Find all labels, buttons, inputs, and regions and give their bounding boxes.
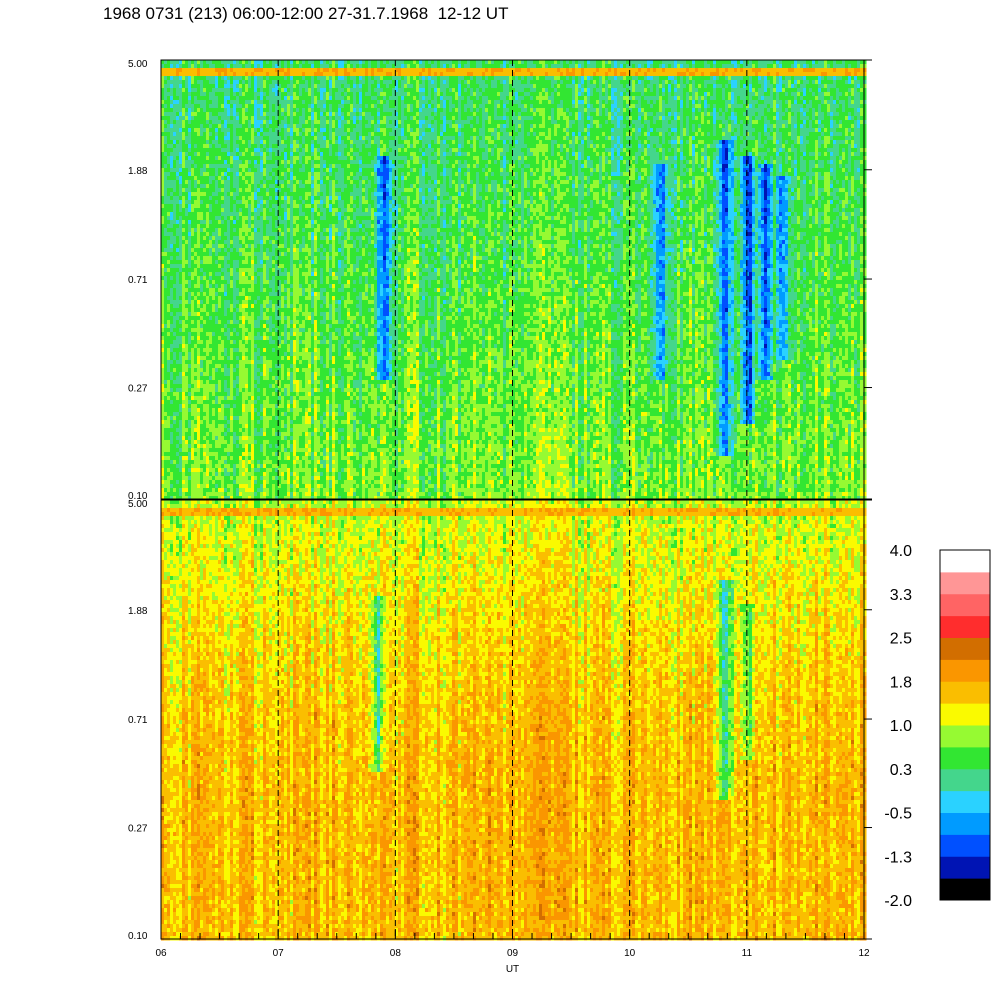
x-tick-label: 08 (390, 948, 402, 959)
x-tick-label: 07 (273, 948, 285, 959)
colorbar-swatch (940, 616, 990, 638)
x-tick-label: 09 (507, 948, 519, 959)
y-tick-label: 0.71 (128, 715, 148, 726)
y-tick-label: 1.88 (128, 606, 148, 617)
y-tick-label: 5.00 (128, 499, 148, 510)
colorbar-swatch (940, 747, 990, 769)
x-tick-label: 06 (155, 948, 167, 959)
colorbar-label: -2.0 (884, 893, 912, 910)
colorbar-swatch (940, 769, 990, 791)
x-axis-label: UT (506, 964, 519, 975)
colorbar-label: -1.3 (884, 849, 912, 866)
colorbar-label: 4.0 (890, 543, 912, 560)
colorbar (940, 550, 990, 901)
colorbar-label: 1.8 (890, 674, 912, 691)
y-tick-label: 0.71 (128, 275, 148, 286)
colorbar-swatch (940, 856, 990, 878)
colorbar-label: 3.3 (890, 587, 912, 604)
y-tick-label: 5.00 (128, 59, 148, 70)
x-tick-label: 10 (624, 948, 636, 959)
colorbar-swatch (940, 791, 990, 813)
colorbar-swatch (940, 550, 990, 572)
colorbar-swatch (940, 813, 990, 835)
colorbar-label: 1.0 (890, 718, 912, 735)
colorbar-swatch (940, 834, 990, 856)
y-tick-label: 0.27 (128, 824, 148, 835)
upper-spectrogram (161, 60, 867, 501)
y-tick-label: 1.88 (128, 166, 148, 177)
lower-spectrogram (161, 500, 867, 941)
y-tick-label: 0.10 (128, 931, 148, 942)
colorbar-label: -0.5 (884, 806, 912, 823)
colorbar-swatch (940, 725, 990, 747)
colorbar-swatch (940, 681, 990, 703)
colorbar-swatch (940, 572, 990, 594)
colorbar-swatch (940, 878, 990, 900)
colorbar-swatch (940, 594, 990, 616)
x-tick-label: 11 (742, 948, 753, 959)
x-tick-label: 12 (858, 948, 870, 959)
colorbar-swatch (940, 659, 990, 681)
colorbar-label: 0.3 (890, 762, 912, 779)
colorbar-swatch (940, 703, 990, 725)
y-tick-label: 0.27 (128, 384, 148, 395)
colorbar-label: 2.5 (890, 631, 912, 648)
colorbar-swatch (940, 638, 990, 660)
